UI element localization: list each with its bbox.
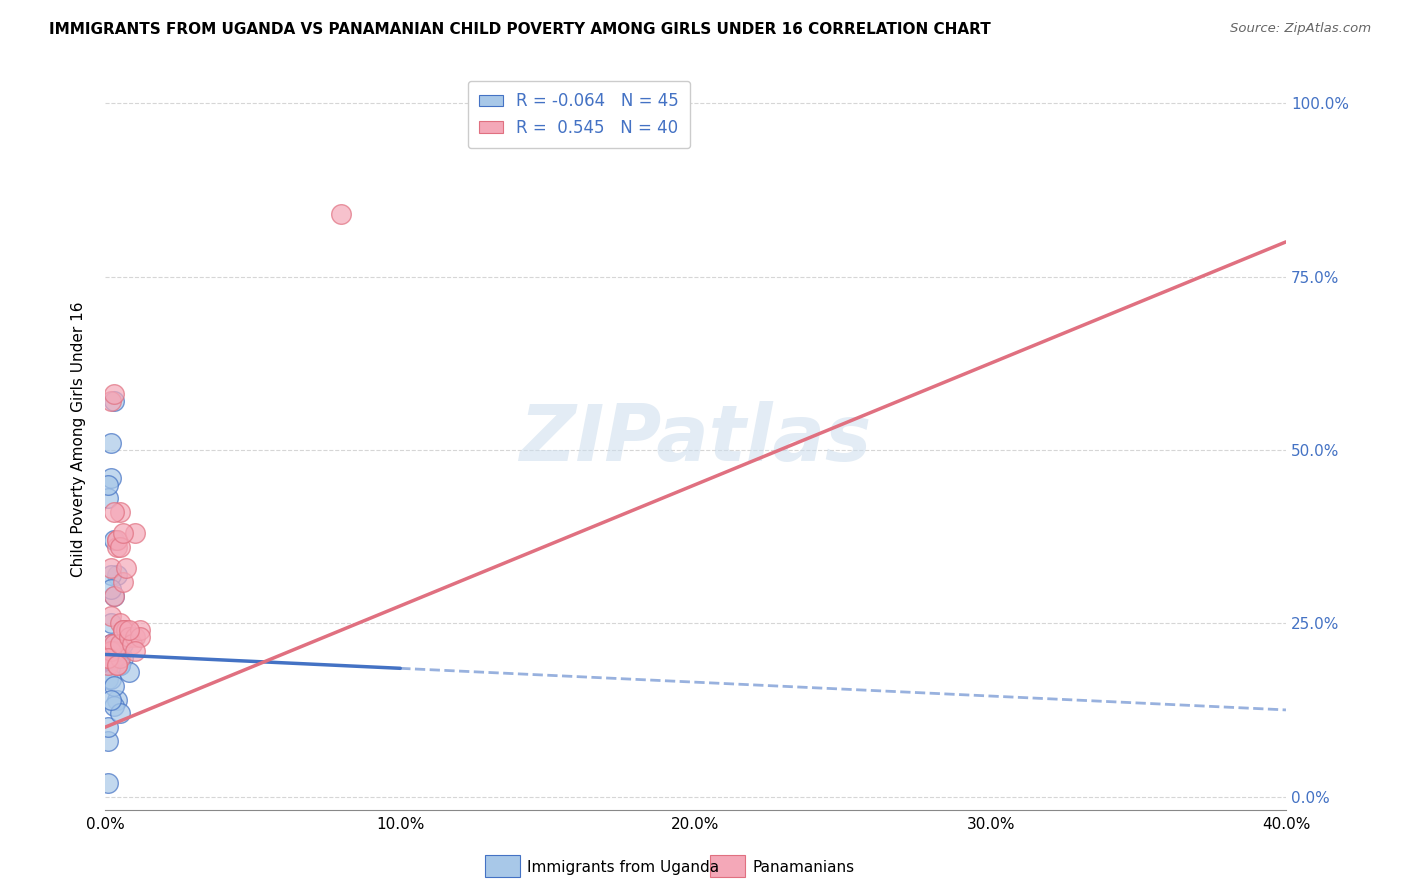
Point <box>111 623 134 637</box>
Point <box>100 644 122 658</box>
Text: Immigrants from Uganda: Immigrants from Uganda <box>527 860 720 874</box>
Point <box>97 644 120 658</box>
Point <box>114 623 136 637</box>
Point <box>105 657 128 672</box>
Point <box>97 477 120 491</box>
Point <box>111 637 134 651</box>
Point <box>100 470 122 484</box>
Point <box>100 637 122 651</box>
Point <box>103 644 125 658</box>
Point <box>111 623 134 637</box>
Point <box>103 533 125 547</box>
Point <box>108 540 131 554</box>
Point <box>97 734 120 748</box>
Point <box>103 387 125 401</box>
Point <box>100 394 122 409</box>
Point <box>103 657 125 672</box>
Point <box>108 616 131 631</box>
Point <box>100 637 122 651</box>
Point <box>100 582 122 596</box>
Point <box>97 720 120 734</box>
Point <box>105 651 128 665</box>
Point <box>97 651 120 665</box>
Point <box>100 651 122 665</box>
Point <box>111 574 134 589</box>
Point <box>97 657 120 672</box>
Point <box>103 637 125 651</box>
Point <box>97 644 120 658</box>
Point <box>330 207 353 221</box>
Point <box>108 637 131 651</box>
Y-axis label: Child Poverty Among Girls Under 16: Child Poverty Among Girls Under 16 <box>72 301 86 577</box>
Point <box>105 540 128 554</box>
Point <box>103 657 125 672</box>
Text: Source: ZipAtlas.com: Source: ZipAtlas.com <box>1230 22 1371 36</box>
Point <box>103 589 125 603</box>
Legend: R = -0.064   N = 45, R =  0.545   N = 40: R = -0.064 N = 45, R = 0.545 N = 40 <box>468 80 690 148</box>
Point <box>103 679 125 693</box>
Point <box>97 651 120 665</box>
Point <box>100 651 122 665</box>
Point <box>117 630 139 644</box>
Text: IMMIGRANTS FROM UGANDA VS PANAMANIAN CHILD POVERTY AMONG GIRLS UNDER 16 CORRELAT: IMMIGRANTS FROM UGANDA VS PANAMANIAN CHI… <box>49 22 991 37</box>
Point <box>100 616 122 631</box>
Point <box>111 651 134 665</box>
Point <box>108 657 131 672</box>
Point <box>129 623 152 637</box>
Point <box>97 657 120 672</box>
Point <box>97 651 120 665</box>
Point <box>100 672 122 686</box>
Point <box>100 567 122 582</box>
Text: Panamanians: Panamanians <box>752 860 855 874</box>
Point <box>114 561 136 575</box>
Point <box>103 644 125 658</box>
Point <box>105 692 128 706</box>
Point <box>117 630 139 644</box>
Point <box>105 657 128 672</box>
Point <box>105 567 128 582</box>
Point <box>100 609 122 624</box>
Point <box>103 651 125 665</box>
Point <box>105 533 128 547</box>
Point <box>97 672 120 686</box>
Point <box>100 561 122 575</box>
Point <box>103 505 125 519</box>
Point <box>111 526 134 541</box>
Point <box>108 505 131 519</box>
Point <box>97 657 120 672</box>
Point <box>117 623 139 637</box>
Point <box>108 651 131 665</box>
Text: ZIPatlas: ZIPatlas <box>519 401 872 477</box>
Point <box>103 589 125 603</box>
Point <box>100 637 122 651</box>
Point <box>117 665 139 679</box>
Point <box>117 630 139 644</box>
Point <box>105 651 128 665</box>
Point <box>105 644 128 658</box>
Point <box>100 651 122 665</box>
Point <box>97 775 120 789</box>
Point <box>121 637 143 651</box>
Point <box>124 644 146 658</box>
Point <box>108 706 131 721</box>
Point <box>108 657 131 672</box>
Point <box>105 533 128 547</box>
Point <box>100 692 122 706</box>
Point <box>129 630 152 644</box>
Point <box>97 644 120 658</box>
Point <box>103 699 125 714</box>
Point <box>100 436 122 450</box>
Point <box>97 491 120 506</box>
Point <box>103 394 125 409</box>
Point <box>124 526 146 541</box>
Point <box>124 630 146 644</box>
Point <box>98 651 121 665</box>
